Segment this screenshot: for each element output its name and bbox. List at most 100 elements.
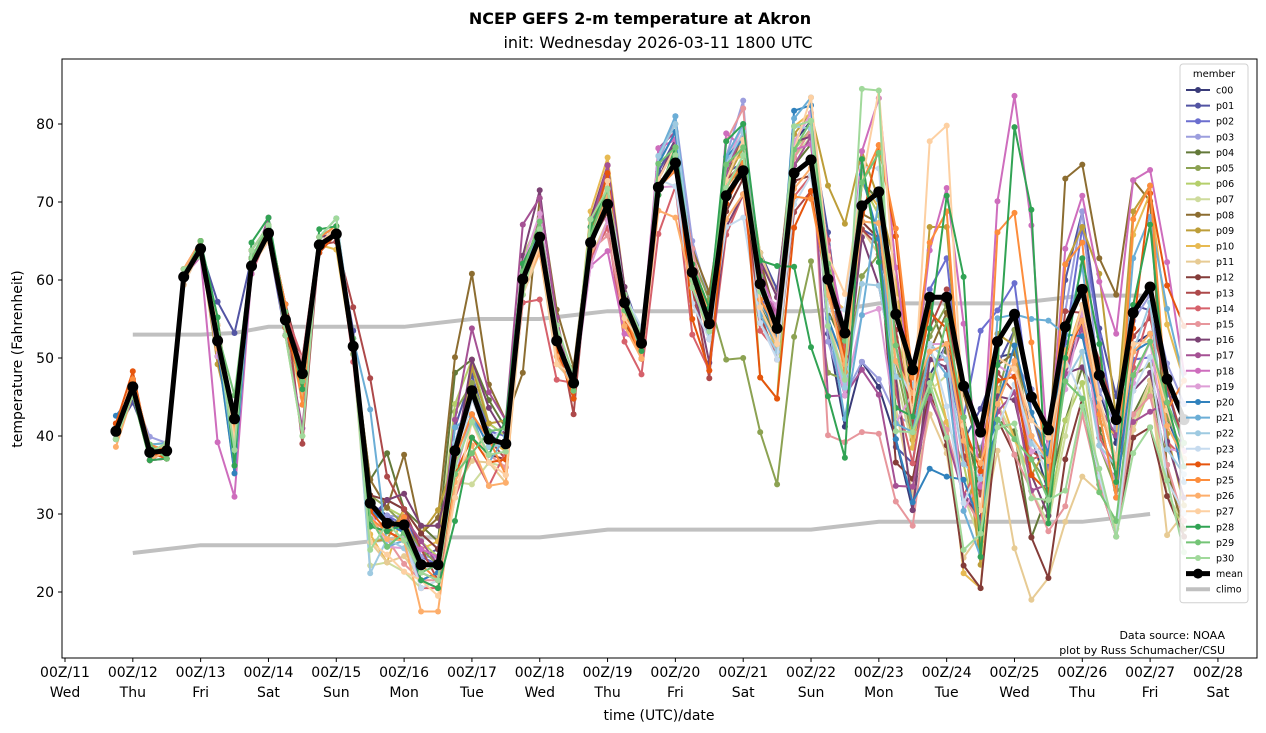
member-point: [1164, 282, 1171, 289]
member-point: [468, 411, 475, 418]
member-point: [841, 454, 848, 461]
member-point: [943, 341, 950, 347]
member-point: [1079, 403, 1086, 410]
mean-point: [432, 559, 444, 571]
mean-point: [907, 364, 919, 376]
legend-label: p17: [1216, 351, 1234, 362]
legend-label: p14: [1216, 304, 1234, 315]
mean-point: [839, 327, 851, 339]
member-point: [774, 341, 781, 347]
member-point: [977, 460, 984, 467]
member-point: [774, 356, 781, 363]
member-point: [909, 522, 916, 529]
member-point: [129, 368, 136, 375]
member-point: [638, 371, 645, 378]
legend-marker: [1195, 367, 1201, 374]
member-point: [706, 375, 713, 382]
member-point: [1062, 518, 1069, 525]
member-point: [384, 473, 391, 480]
mean-point: [517, 273, 529, 285]
member-point: [1147, 408, 1154, 415]
x-axis-label: time (UTC)/date: [603, 708, 714, 724]
member-point: [401, 553, 408, 560]
legend-marker: [1195, 133, 1201, 140]
member-point: [723, 356, 730, 363]
legend-label: c00: [1216, 86, 1233, 97]
member-point: [655, 153, 662, 159]
legend-label: p24: [1216, 460, 1234, 471]
member-point: [841, 392, 848, 399]
member-point: [841, 220, 848, 227]
mean-point: [1025, 391, 1037, 403]
x-tick-label-time: 00Z/26: [1057, 665, 1107, 681]
legend-marker: [1195, 399, 1201, 405]
member-point: [418, 546, 425, 553]
member-point: [452, 424, 458, 431]
member-point: [926, 348, 933, 355]
member-point: [468, 481, 475, 488]
x-tick-label-day: Fri: [1142, 685, 1159, 701]
x-tick-label-day: Wed: [50, 685, 81, 701]
member-line-p11: [114, 146, 1185, 601]
member-point: [960, 546, 967, 553]
member-point: [943, 317, 950, 324]
member-point: [1096, 442, 1103, 449]
member-point: [723, 130, 730, 137]
member-point: [1113, 533, 1120, 540]
mean-point: [347, 340, 359, 352]
member-point: [536, 296, 543, 303]
legend-item-p24: p24: [1186, 460, 1234, 471]
member-point: [435, 585, 441, 592]
member-point: [723, 138, 730, 145]
member-point: [994, 315, 1001, 322]
member-point: [960, 500, 967, 507]
member-point: [638, 355, 645, 362]
series-layer: [110, 85, 1190, 615]
member-point: [1164, 477, 1171, 484]
member-point: [791, 107, 798, 114]
member-point: [384, 559, 391, 566]
x-tick-label-time: 00Z/25: [990, 665, 1040, 681]
member-point: [604, 154, 611, 161]
x-tick-label-day: Wed: [999, 685, 1030, 701]
legend-item-p04: p04: [1186, 148, 1234, 159]
legend-marker: [1195, 243, 1201, 249]
member-point: [1062, 503, 1069, 510]
legend-item-p16: p16: [1186, 335, 1234, 346]
member-point: [502, 479, 509, 486]
member-point: [604, 177, 611, 184]
legend-marker: [1195, 211, 1201, 218]
member-point: [1130, 411, 1137, 418]
mean-point: [483, 433, 495, 445]
member-point: [1164, 493, 1171, 500]
member-point: [858, 273, 865, 280]
x-tick-label-day: Fri: [192, 685, 209, 701]
member-point: [774, 263, 781, 269]
member-point: [858, 179, 865, 186]
x-tick-label-time: 00Z/17: [447, 665, 497, 681]
legend-item-p29: p29: [1186, 538, 1234, 549]
legend-label: p06: [1216, 179, 1234, 190]
x-tick-label-time: 00Z/20: [650, 665, 700, 681]
member-point: [757, 319, 764, 326]
member-point: [1045, 458, 1052, 464]
member-point: [808, 344, 814, 351]
member-point: [384, 504, 391, 511]
member-point: [926, 239, 933, 246]
member-point: [146, 457, 153, 464]
member-point: [943, 122, 950, 129]
mean-point: [178, 271, 190, 283]
member-point: [485, 389, 492, 396]
member-point: [1045, 528, 1052, 535]
member-point: [536, 218, 543, 225]
member-point: [485, 443, 492, 450]
member-point: [1028, 339, 1035, 346]
member-point: [536, 195, 543, 202]
mean-point: [161, 445, 173, 457]
member-point: [468, 434, 475, 441]
member-point: [112, 436, 119, 443]
climo-low-line: [132, 512, 1151, 555]
member-point: [740, 105, 747, 112]
x-tick-label-time: 00Z/11: [40, 665, 90, 681]
